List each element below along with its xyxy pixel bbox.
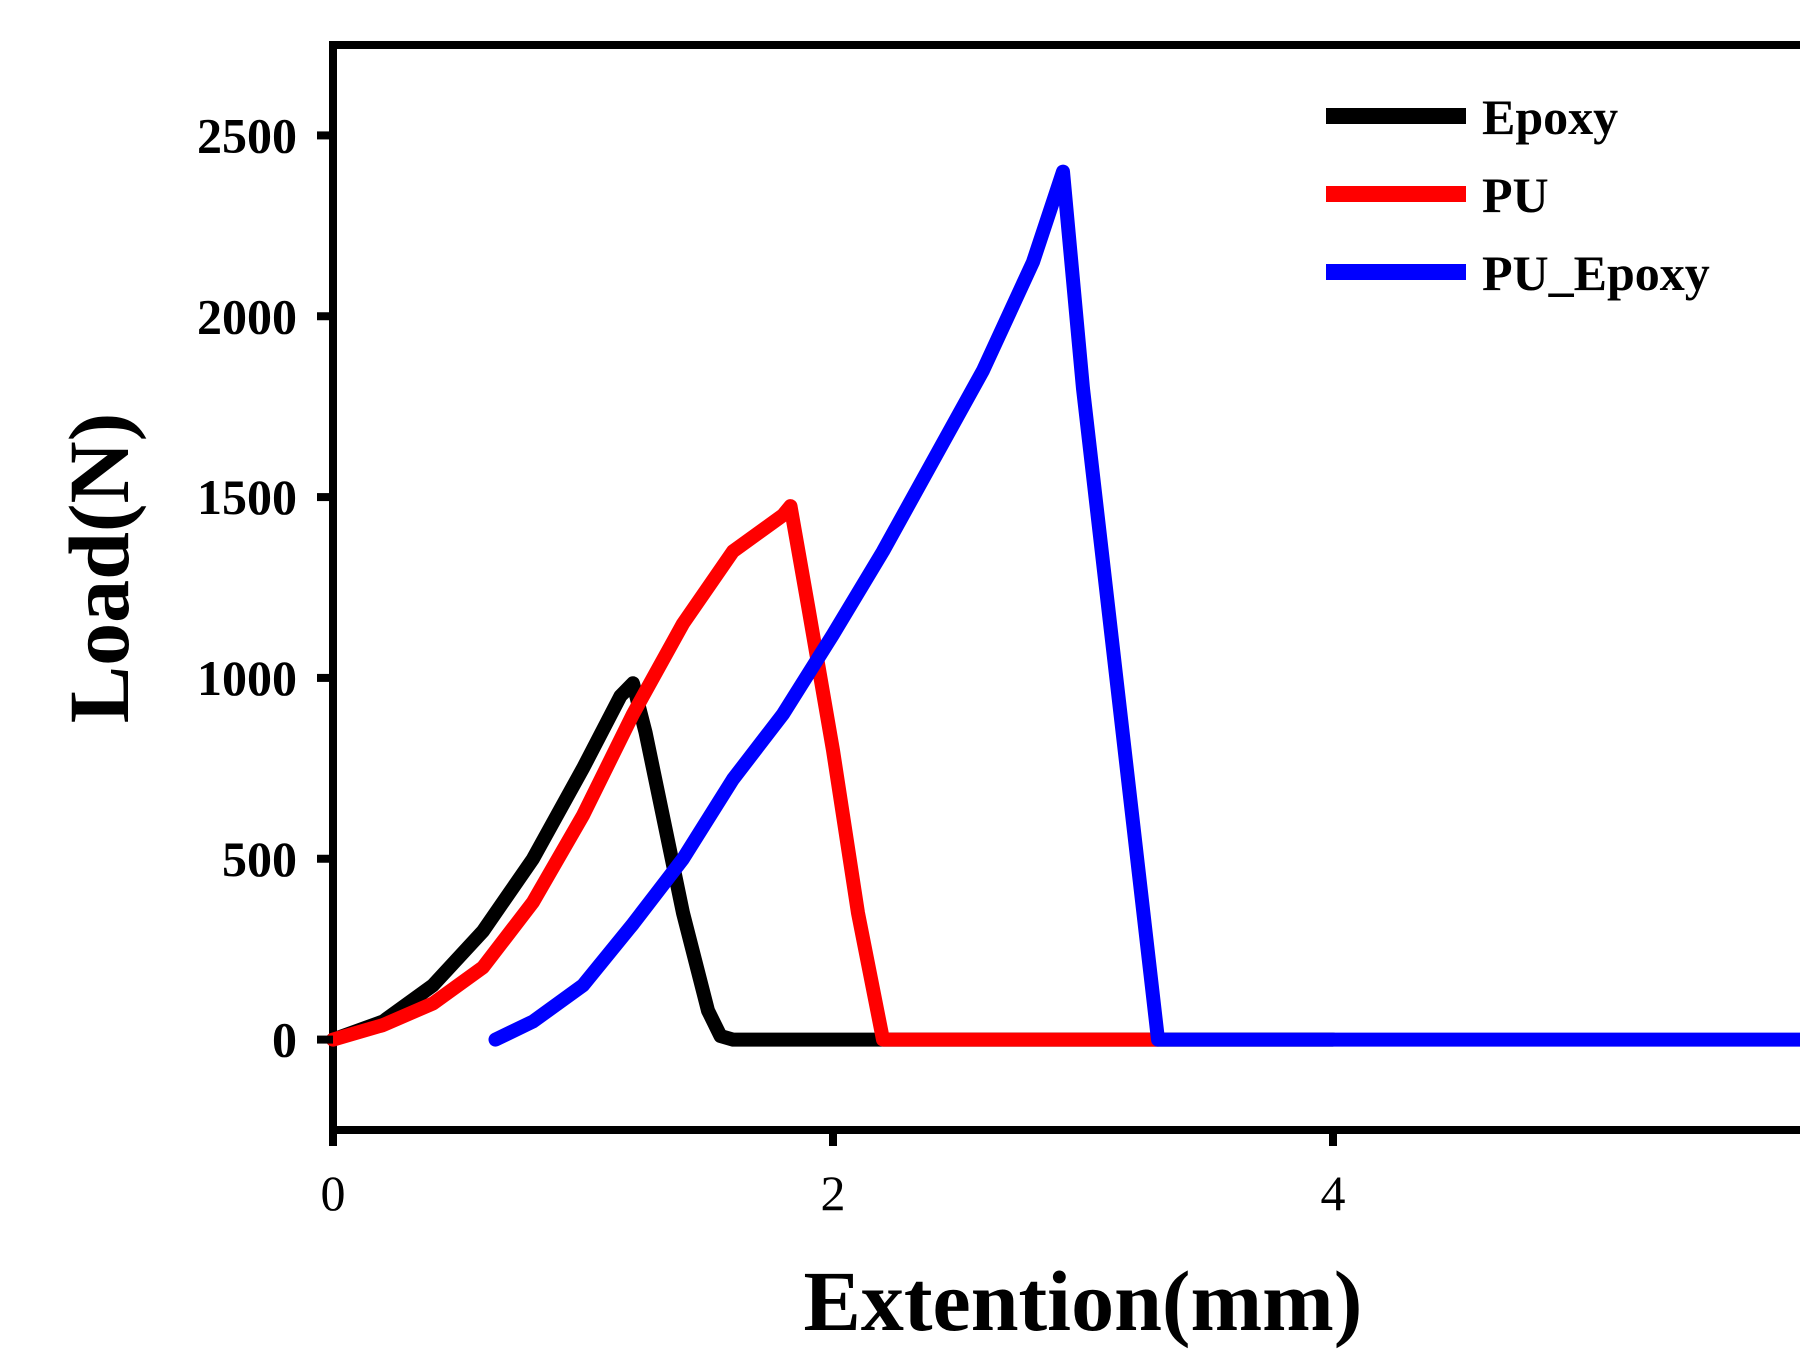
series-line-pu-epoxy — [488, 164, 1800, 1047]
y-axis-title: Load(N) — [51, 413, 147, 724]
y-tick-label: 1500 — [197, 469, 297, 525]
legend-label: Epoxy — [1482, 89, 1618, 145]
series-line-pu — [326, 499, 1165, 1047]
plot-frame — [329, 41, 1800, 1134]
x-axis-ticks: 0246 — [321, 1130, 1346, 1221]
x-tick-label: 2 — [821, 1165, 846, 1221]
y-tick-label: 2500 — [197, 107, 297, 163]
y-tick-label: 2000 — [197, 288, 297, 344]
y-tick-label: 1000 — [197, 650, 297, 706]
series-layer — [326, 164, 1800, 1047]
x-axis-title: Extention(mm) — [804, 1253, 1363, 1349]
x-tick-label: 0 — [321, 1165, 346, 1221]
y-tick-label: 500 — [222, 831, 297, 887]
x-tick-label: 4 — [1321, 1165, 1346, 1221]
y-axis-ticks: 0 500 1000 1500 2000 2500 — [197, 107, 333, 1068]
y-tick-label: 0 — [272, 1012, 297, 1068]
legend: Epoxy PU PU_Epoxy — [1326, 89, 1710, 301]
legend-label: PU — [1482, 167, 1549, 223]
legend-label: PU_Epoxy — [1482, 245, 1710, 301]
